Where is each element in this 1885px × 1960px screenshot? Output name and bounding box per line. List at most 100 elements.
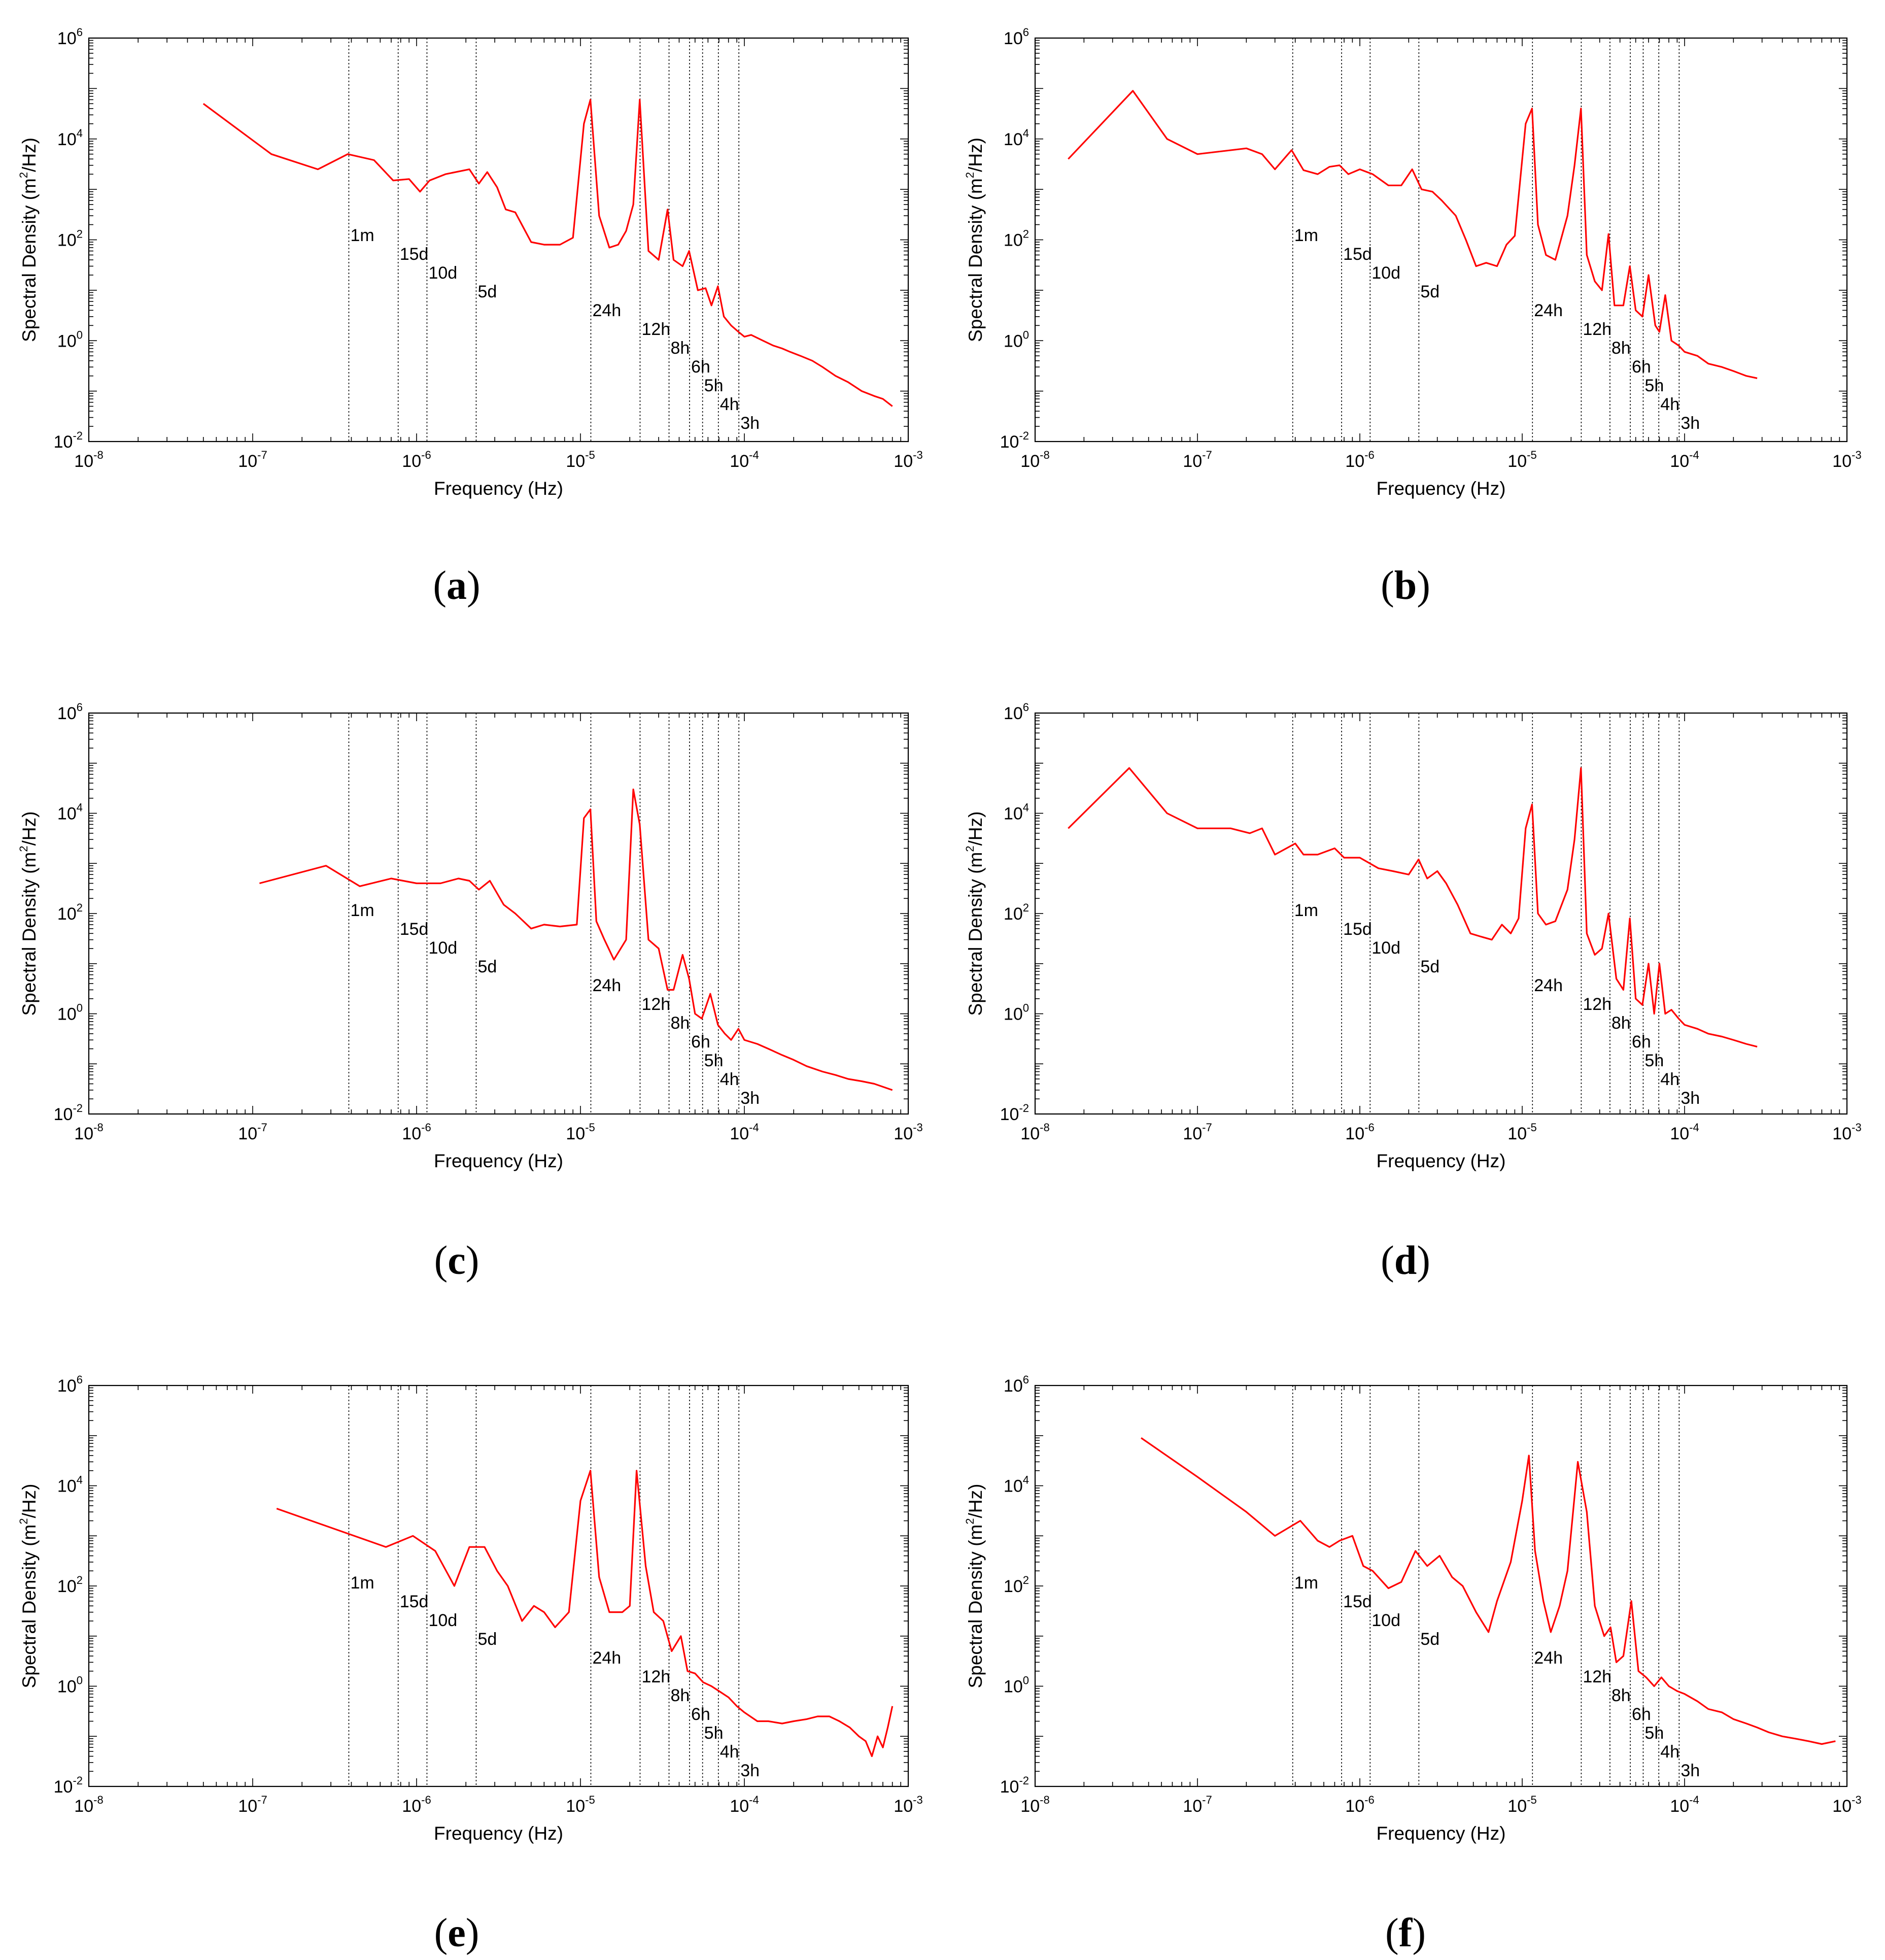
x-tick-label: 10-4	[730, 1121, 759, 1143]
period-label-5h: 5h	[704, 1051, 724, 1070]
x-axis-label: Frequency (Hz)	[1377, 478, 1506, 499]
axis-ticks	[1035, 38, 1847, 442]
period-label-24h: 24h	[592, 976, 621, 995]
x-tick-label: 10-7	[1183, 1121, 1212, 1143]
period-label-10d: 10d	[428, 263, 457, 283]
y-axis-label: Spectral Density (m2/Hz)	[17, 1484, 40, 1688]
y-tick-label: 10-2	[54, 429, 83, 452]
period-label-3h: 3h	[740, 1761, 760, 1780]
y-axis-label: Spectral Density (m2/Hz)	[964, 1484, 986, 1688]
period-label-5d: 5d	[1420, 957, 1440, 976]
axis-ticks	[1035, 1385, 1847, 1787]
period-label-8h: 8h	[671, 1013, 690, 1033]
panel-label: (e)	[434, 1911, 479, 1955]
period-label-5d: 5d	[1420, 282, 1440, 301]
panel-label: (d)	[1381, 1238, 1430, 1283]
x-tick-label: 10-3	[1832, 1121, 1861, 1143]
x-tick-label: 10-3	[894, 449, 922, 471]
y-tick-label: 104	[1004, 127, 1029, 149]
period-label-4h: 4h	[720, 395, 739, 414]
period-label-24h: 24h	[1534, 976, 1563, 995]
x-tick-label: 10-5	[566, 1794, 595, 1816]
y-tick-label: 10-2	[1000, 1102, 1029, 1124]
x-tick-label: 10-8	[74, 449, 103, 471]
chart-panel-e: 10-8 10-7 10-6 10-5 10-4 10-3 10-2 100 102 104 106…	[17, 1373, 923, 1955]
panel-label: (a)	[433, 563, 480, 608]
period-label-5d: 5d	[477, 957, 497, 976]
y-tick-label: 104	[57, 801, 83, 824]
y-axis-label: Spectral Density (m2/Hz)	[17, 138, 40, 342]
y-tick-label: 100	[1004, 328, 1029, 351]
period-label-1m: 1m	[350, 901, 374, 920]
plot-frame	[1034, 1384, 1848, 1787]
period-label-24h: 24h	[1534, 301, 1563, 320]
y-tick-label: 100	[57, 328, 83, 351]
period-label-5h: 5h	[1644, 376, 1664, 395]
x-axis-label: Frequency (Hz)	[434, 478, 563, 499]
plot-frame	[88, 1384, 909, 1787]
period-label-8h: 8h	[671, 339, 690, 358]
period-label-3h: 3h	[740, 414, 760, 433]
period-label-5h: 5h	[704, 1724, 724, 1743]
period-label-24h: 24h	[592, 1648, 621, 1668]
period-label-8h: 8h	[671, 1686, 690, 1705]
y-tick-label: 106	[1004, 1373, 1029, 1396]
x-axis-label: Frequency (Hz)	[1377, 1151, 1506, 1171]
series-line-spectrum	[1068, 767, 1758, 1047]
y-tick-label: 100	[1004, 1002, 1029, 1024]
y-tick-label: 10-2	[1000, 429, 1029, 452]
x-tick-label: 10-5	[1507, 449, 1536, 471]
plot-frame	[1034, 712, 1848, 1115]
period-label-15d: 15d	[400, 920, 429, 939]
x-tick-label: 10-6	[402, 1794, 431, 1816]
period-label-1m: 1m	[1294, 901, 1318, 920]
x-tick-label: 10-5	[566, 1121, 595, 1143]
x-tick-label: 10-7	[238, 1121, 267, 1143]
period-label-12h: 12h	[1583, 320, 1612, 339]
period-label-1m: 1m	[350, 1573, 374, 1593]
x-tick-label: 10-8	[1020, 1794, 1049, 1816]
period-label-6h: 6h	[1632, 1705, 1651, 1724]
y-tick-label: 102	[57, 1574, 83, 1596]
x-tick-label: 10-4	[730, 1794, 759, 1816]
y-tick-label: 10-2	[54, 1774, 83, 1797]
period-label-4h: 4h	[1660, 1070, 1680, 1089]
period-label-5d: 5d	[1420, 1630, 1440, 1649]
x-tick-label: 10-6	[1345, 449, 1374, 471]
period-label-4h: 4h	[720, 1742, 739, 1762]
x-tick-label: 10-4	[1670, 449, 1699, 471]
y-tick-label: 10-2	[54, 1102, 83, 1124]
series-line-spectrum	[1068, 90, 1758, 379]
period-label-10d: 10d	[428, 1611, 457, 1630]
y-tick-label: 106	[57, 701, 83, 723]
y-tick-label: 106	[57, 26, 83, 48]
chart-panel-c: 10-8 10-7 10-6 10-5 10-4 10-3 10-2 100 102 104 106…	[17, 701, 923, 1283]
y-tick-label: 106	[1004, 26, 1029, 48]
y-tick-label: 104	[57, 1474, 83, 1496]
x-tick-label: 10-5	[1507, 1794, 1536, 1816]
x-tick-label: 10-6	[1345, 1121, 1374, 1143]
y-tick-label: 106	[1004, 701, 1029, 723]
y-axis-label: Spectral Density (m2/Hz)	[17, 812, 40, 1016]
period-label-6h: 6h	[691, 1032, 710, 1052]
period-label-6h: 6h	[691, 357, 710, 377]
x-tick-label: 10-6	[402, 449, 431, 471]
y-tick-label: 102	[57, 901, 83, 924]
y-tick-label: 102	[1004, 901, 1029, 924]
period-label-4h: 4h	[1660, 1742, 1680, 1762]
x-tick-label: 10-4	[730, 449, 759, 471]
y-tick-label: 102	[1004, 228, 1029, 250]
chart-panel-b: 10-8 10-7 10-6 10-5 10-4 10-3 10-2 100 102 104 106…	[964, 26, 1862, 608]
x-tick-label: 10-8	[74, 1121, 103, 1143]
y-tick-label: 102	[57, 228, 83, 250]
y-tick-label: 102	[1004, 1574, 1029, 1596]
x-tick-label: 10-8	[1020, 1121, 1049, 1143]
x-tick-label: 10-4	[1670, 1121, 1699, 1143]
period-label-15d: 15d	[400, 245, 429, 264]
